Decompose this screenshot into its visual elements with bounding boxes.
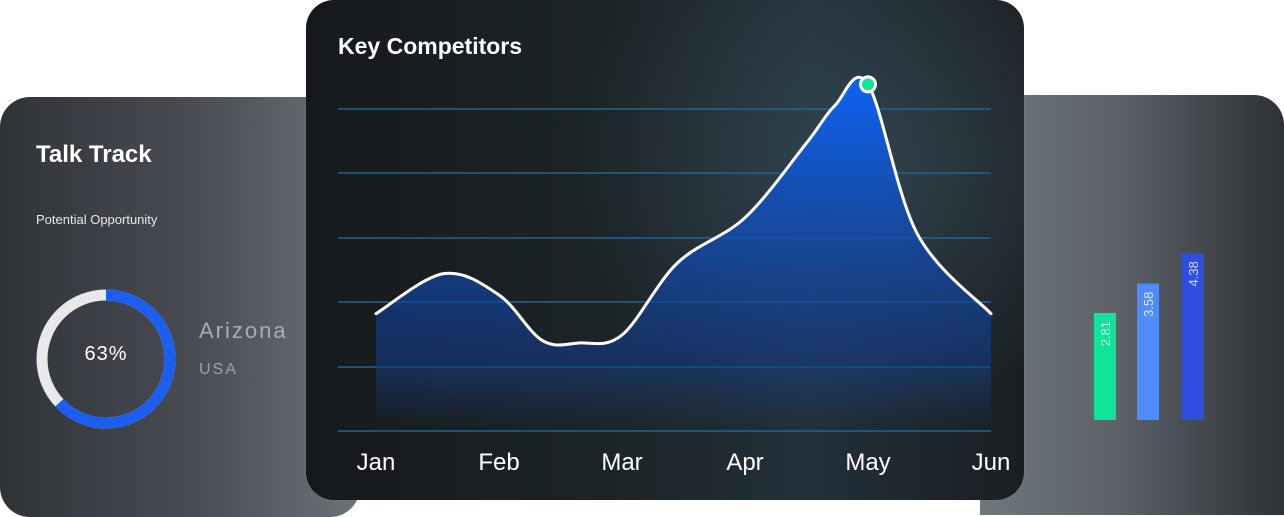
area-base-fade <box>376 367 991 427</box>
x-tick-label: Mar <box>601 449 642 476</box>
progress-donut <box>36 289 176 429</box>
bar <box>1094 312 1116 420</box>
x-tick-label: Apr <box>726 449 763 476</box>
x-tick-label: Jun <box>972 449 1011 476</box>
talk-track-title: Talk Track <box>36 141 152 168</box>
values-bar-chart: 2.81 3.58 4.38 <box>1094 253 1204 420</box>
bar-value-label: 2.81 <box>1098 321 1113 346</box>
highlight-point-core <box>862 78 874 91</box>
talk-track-subtitle: Potential Opportunity <box>36 212 158 227</box>
key-competitors-chart: Jan Feb Mar Apr May Jun <box>338 75 1011 476</box>
location-city: Arizona <box>199 318 288 343</box>
bar-value-label: 4.38 <box>1186 261 1201 286</box>
progress-percent: 63% <box>84 343 128 365</box>
chart-title: Key Competitors <box>338 33 523 59</box>
area-fill <box>376 77 991 367</box>
bar-value-label: 3.58 <box>1141 292 1156 317</box>
x-tick-label: May <box>845 449 890 476</box>
x-tick-label: Jan <box>357 449 396 476</box>
x-tick-label: Feb <box>478 449 519 476</box>
bar <box>1137 283 1159 420</box>
bar <box>1182 253 1204 420</box>
series-line <box>374 75 993 347</box>
location-country: USA <box>199 361 238 378</box>
values-card <box>980 95 1284 515</box>
donut-progress-arc <box>36 289 176 429</box>
